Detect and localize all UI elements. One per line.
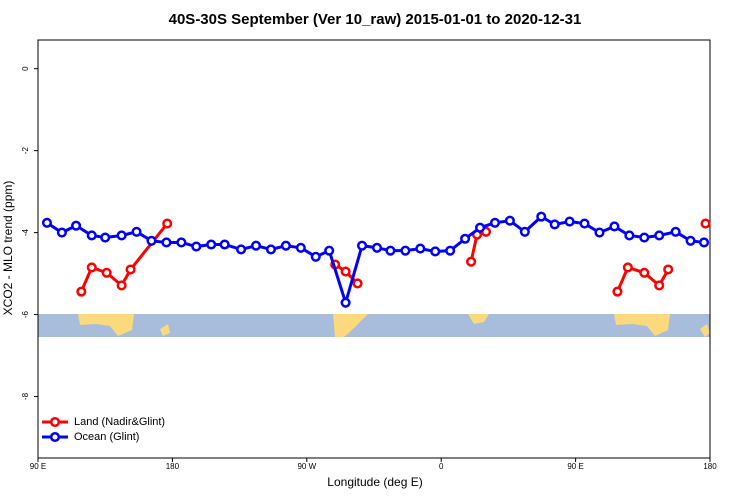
y-tick-label: -6 <box>21 310 30 318</box>
data-point <box>504 215 515 226</box>
data-point <box>324 245 335 256</box>
data-point <box>352 278 363 289</box>
data-point <box>474 222 486 233</box>
data-point <box>549 219 560 230</box>
data-point <box>310 251 321 262</box>
data-point <box>125 264 136 275</box>
series-line <box>81 224 705 292</box>
x-tick-label: 90 E <box>567 462 583 471</box>
data-point <box>161 237 172 248</box>
data-point <box>519 226 530 237</box>
data-point <box>280 240 291 251</box>
x-tick-label: 90 W <box>297 462 316 471</box>
data-point <box>663 264 674 275</box>
data-point <box>685 235 696 246</box>
data-point <box>460 233 471 244</box>
x-tick-label: 0 <box>439 462 444 471</box>
data-point <box>698 237 710 248</box>
data-point <box>191 241 202 252</box>
legend-label: Ocean (Glint) <box>74 431 139 443</box>
legend-label: Land (Nadir&Glint) <box>74 416 165 428</box>
legend-marker <box>49 416 61 428</box>
y-tick-label: 0 <box>21 66 30 71</box>
data-point <box>116 280 127 291</box>
data-point <box>236 244 247 255</box>
data-point <box>371 242 383 253</box>
data-point <box>146 235 157 246</box>
data-point <box>415 243 426 254</box>
data-point <box>340 297 351 308</box>
data-point <box>654 230 665 241</box>
plot-frame <box>37 39 711 459</box>
data-point <box>489 217 501 228</box>
chart-title: 40S-30S September (Ver 10_raw) 2015-01-0… <box>169 11 582 28</box>
data-point <box>162 218 173 229</box>
legend: Land (Nadir&Glint) Ocean (Glint) <box>42 416 165 443</box>
data-point <box>131 226 142 237</box>
legend-marker <box>49 431 61 443</box>
data-point <box>86 262 97 273</box>
data-point <box>654 280 665 291</box>
data-point <box>400 245 411 256</box>
data-point <box>385 245 396 256</box>
data-point <box>445 245 456 256</box>
data-point <box>76 286 87 297</box>
data-point <box>295 242 306 253</box>
data-point <box>624 230 635 241</box>
data-point <box>612 286 623 297</box>
data-point <box>639 232 650 243</box>
data-point <box>100 232 111 243</box>
data-point <box>670 226 681 237</box>
data-point <box>639 267 650 278</box>
map-strip <box>38 314 710 337</box>
x-tick-label: 90 E <box>30 462 46 471</box>
data-point <box>357 240 368 251</box>
data-point <box>564 216 575 227</box>
data-point <box>250 240 262 251</box>
data-point <box>466 256 477 267</box>
x-tick-label: 180 <box>703 462 717 471</box>
data-point <box>101 267 112 278</box>
data-point <box>56 227 67 238</box>
data-point <box>86 230 97 241</box>
data-point <box>579 218 590 229</box>
data-point <box>265 244 277 255</box>
data-point <box>41 217 53 228</box>
y-tick-label: -8 <box>21 392 30 400</box>
data-point <box>609 221 620 232</box>
y-tick-label: -4 <box>21 229 30 237</box>
data-point <box>206 239 217 250</box>
y-axis-label: XCO2 - MLO trend (ppm) <box>1 181 15 316</box>
series-line <box>46 214 705 308</box>
data-point <box>219 239 230 250</box>
data-point <box>622 262 633 273</box>
y-tick-label: -2 <box>21 147 30 155</box>
data-point <box>176 237 187 248</box>
data-point <box>340 266 351 277</box>
data-point <box>116 230 127 241</box>
data-point <box>594 227 605 238</box>
x-tick-label: 180 <box>166 462 180 471</box>
data-point <box>430 246 441 257</box>
data-point <box>536 211 547 222</box>
x-axis-label: Longitude (deg E) <box>327 475 422 489</box>
data-point <box>700 218 711 229</box>
data-point <box>71 220 82 231</box>
